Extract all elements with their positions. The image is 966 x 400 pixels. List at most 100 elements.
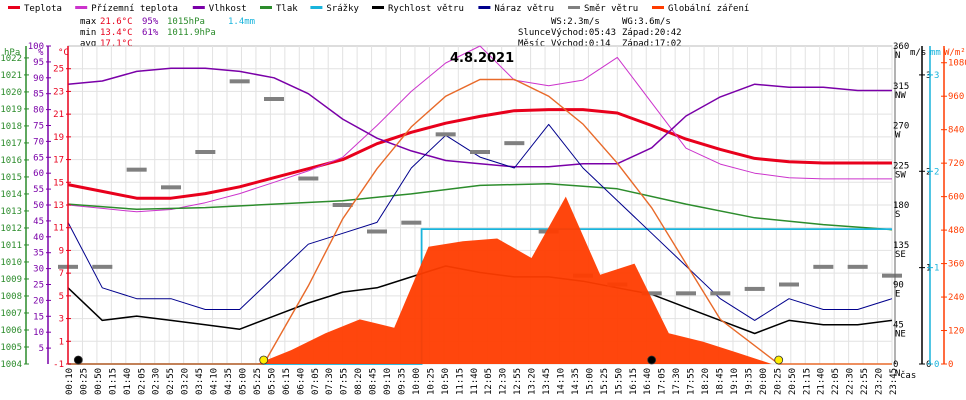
x-tick-label: 20:25 xyxy=(773,368,783,395)
x-tick-label: 00:50 xyxy=(94,368,104,395)
series-3 xyxy=(67,182,893,231)
x-tick-label: 12:05 xyxy=(484,368,494,395)
x-tick-label: 21:15 xyxy=(802,368,812,395)
axis-pressure-tick-label: 1010 xyxy=(0,258,22,268)
x-tick-label: 22:30 xyxy=(846,368,856,395)
legend-label-3: Tlak xyxy=(276,4,298,14)
x-tick-label: 15:25 xyxy=(600,368,610,395)
stat-ws: WS:2.3m/s xyxy=(551,17,600,27)
x-tick-label: 10:25 xyxy=(426,368,436,395)
axis-humidity-tick-label: 65 xyxy=(33,153,44,163)
series-0 xyxy=(67,108,892,200)
legend: Teplota Přízemní teplota Vlhkost Tlak Srážky… xyxy=(8,4,749,14)
x-tick-label: 05:00 xyxy=(238,368,248,395)
axis-humidity-tick-label: 75 xyxy=(33,122,44,132)
x-tick-label: 11:15 xyxy=(455,368,465,395)
x-tick-label: 18:45 xyxy=(716,368,726,395)
series-2 xyxy=(67,67,892,168)
axis-temp-tick-label: 1 xyxy=(59,337,64,347)
series-radiation-area xyxy=(68,196,892,364)
axis-temp-tick-label: 9 xyxy=(59,246,64,256)
stat-max-label: max xyxy=(80,17,97,27)
axis-humidity-tick-label: 95 xyxy=(33,58,44,68)
series-wind-dir-point xyxy=(195,150,216,154)
axis-rain-tick-label: 3 xyxy=(934,71,939,81)
legend-swatch-4 xyxy=(310,6,323,9)
axis-dir-letter: S xyxy=(895,210,900,220)
sun-moon-marker xyxy=(259,355,269,365)
sunrise: Východ:05:43 xyxy=(551,28,616,38)
axis-rad-tick-label: 1080 xyxy=(948,59,966,69)
legend-swatch-2 xyxy=(192,6,205,9)
x-tick-label: 15:00 xyxy=(585,368,595,395)
axis-humidity-tick-label: 45 xyxy=(33,217,44,227)
x-tick-label: 09:35 xyxy=(397,368,407,395)
axis-pressure-tick-label: 1019 xyxy=(0,105,22,115)
x-tick-label: 17:30 xyxy=(672,368,682,395)
stat-avg-temp: 17.1°C xyxy=(100,39,133,49)
axis-rad-tick-label: 480 xyxy=(948,226,964,236)
axis-temp-tick-label: 15 xyxy=(53,178,64,188)
axis-pressure-tick-label: 1014 xyxy=(0,190,22,200)
x-tick-label: 17:55 xyxy=(687,368,697,395)
axis-temp-tick-label: 19 xyxy=(53,133,64,143)
series-layer: 4.8.2021 xyxy=(58,45,902,365)
sun-moon-marker xyxy=(73,355,83,365)
axis-dir-deg: 225 xyxy=(893,161,909,171)
x-tick-label: 02:55 xyxy=(166,368,176,395)
series-wind-dir-point xyxy=(470,150,490,154)
x-tick-label: 20:00 xyxy=(759,368,769,395)
stat-avg-label: avg xyxy=(80,39,96,49)
legend-label-1: Přízemní teplota xyxy=(91,4,178,14)
axis-humidity-tick-label: 70 xyxy=(33,137,44,147)
stat-min-hum: 61% xyxy=(142,28,159,38)
axis-pressure-tick-label: 1015 xyxy=(0,173,22,183)
axis-humidity-tick-label: 85 xyxy=(33,90,44,100)
series-radiation-theoretical xyxy=(68,78,892,365)
axis-dir-letter: SW xyxy=(895,170,906,180)
axis-dir-deg: 360 xyxy=(893,42,909,52)
series-wind-dir-point xyxy=(813,264,834,269)
x-tick-label: 08:45 xyxy=(369,368,379,395)
legend-label-4: Srážky xyxy=(326,4,359,14)
x-tick-label: 00:10 xyxy=(65,368,75,395)
x-tick-label: 11:40 xyxy=(470,368,480,395)
axis-temp-tick-label: 7 xyxy=(59,269,64,279)
axis-dir-deg: 270 xyxy=(893,122,909,132)
axis-rad-tick-label: 600 xyxy=(948,193,964,203)
axis-dir-letter: E xyxy=(895,290,900,300)
x-tick-label: 10:50 xyxy=(441,368,451,395)
axis-pressure-tick-label: 1012 xyxy=(0,224,22,234)
axis-temp-tick-label: 11 xyxy=(53,224,64,234)
axis-wind-tick-label: 3 xyxy=(926,71,931,81)
axis-dir-letter: SE xyxy=(895,250,906,260)
axis-humidity-tick-label: 30 xyxy=(33,265,44,275)
x-tick-label: 22:55 xyxy=(860,368,870,395)
series-wind-dir-point xyxy=(435,132,456,137)
axis-temp-tick-label: 13 xyxy=(53,201,64,211)
axis-humidity-tick-label: 100 xyxy=(28,42,44,52)
x-tick-label: 20:50 xyxy=(788,368,798,395)
series-wind-dir-point xyxy=(641,291,662,296)
grid xyxy=(67,45,893,365)
x-tick-label: 16:15 xyxy=(629,368,639,395)
x-tick-label: 08:20 xyxy=(354,368,364,395)
axis-pressure-tick-label: 1009 xyxy=(0,275,22,285)
legend-swatch-5 xyxy=(372,6,384,9)
x-tick-label: 19:35 xyxy=(744,368,754,395)
axis-humidity-tick-label: 80 xyxy=(33,106,44,116)
sun-moon-marker xyxy=(774,355,784,365)
axis-dir-deg: 45 xyxy=(893,320,904,330)
legend-swatch-0 xyxy=(8,6,20,9)
x-tick-label: 04:35 xyxy=(224,368,234,395)
series-wind-dir-point xyxy=(401,220,422,225)
legend-swatch-8 xyxy=(652,6,664,9)
axis-pressure-tick-label: 1011 xyxy=(0,241,22,251)
series-wind-dir-point xyxy=(779,282,799,287)
axis-pressure-tick-label: 1006 xyxy=(0,326,22,336)
stat-min-label: min xyxy=(80,28,96,38)
axis-temp-tick-label: 3 xyxy=(59,315,64,325)
axis-temp-tick-label: 21 xyxy=(53,110,64,120)
legend-label-2: Vlhkost xyxy=(209,4,247,14)
